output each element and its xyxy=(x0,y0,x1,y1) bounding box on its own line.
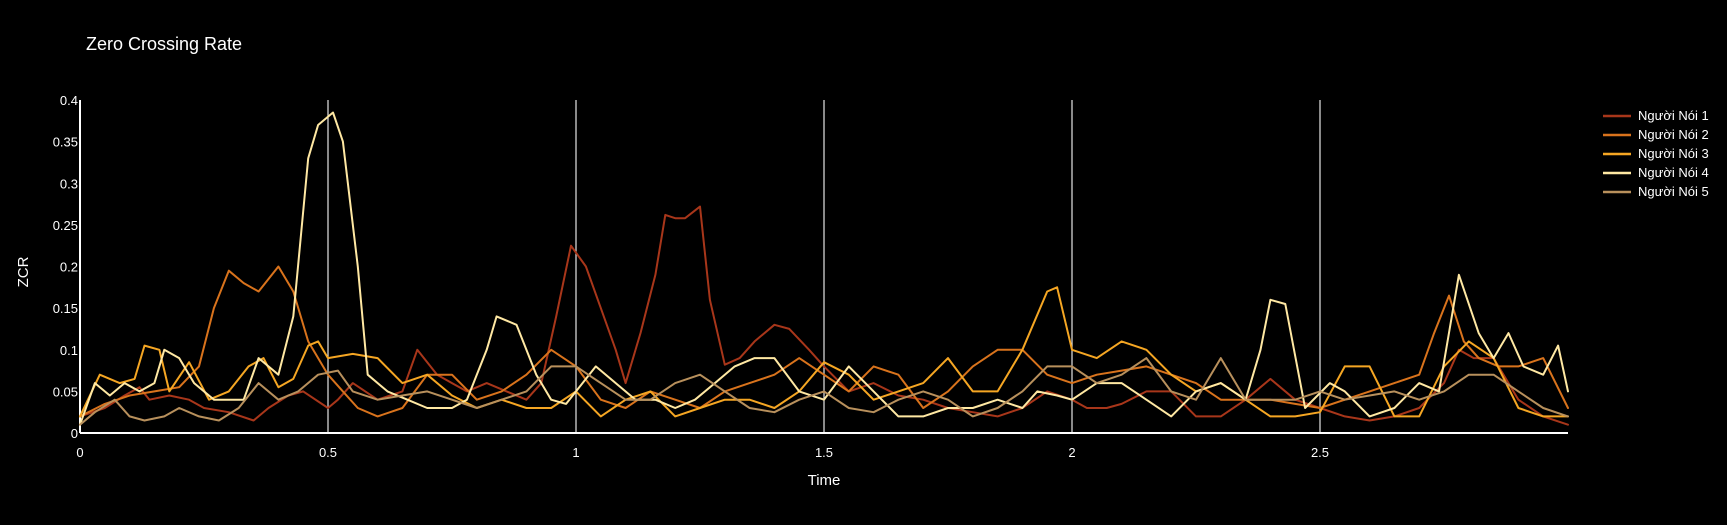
legend-label: Người Nói 3 xyxy=(1638,146,1709,161)
y-tick-label: 0.3 xyxy=(60,176,78,191)
legend[interactable]: Người Nói 1 Người Nói 2 Người Nói 3 Người N… xyxy=(1603,108,1709,199)
x-tick-label: 2.5 xyxy=(1311,445,1329,460)
legend-label: Người Nói 2 xyxy=(1638,127,1709,142)
grid-lines xyxy=(327,100,1321,433)
y-tick-label: 0 xyxy=(71,426,78,441)
legend-item-5[interactable]: Người Nói 5 xyxy=(1603,184,1709,199)
y-tick-label: 0.35 xyxy=(53,135,78,150)
legend-label: Người Nói 1 xyxy=(1638,108,1709,123)
x-axis: 0 0.5 1 1.5 2 2.5 xyxy=(76,432,1568,460)
y-tick-label: 0.15 xyxy=(53,301,78,316)
series-line-3 xyxy=(79,286,1569,418)
legend-item-4[interactable]: Người Nói 4 xyxy=(1603,165,1709,180)
legend-label: Người Nói 5 xyxy=(1638,184,1709,199)
y-axis-title: ZCR xyxy=(15,256,32,287)
y-tick-label: 0.25 xyxy=(53,218,78,233)
legend-item-1[interactable]: Người Nói 1 xyxy=(1603,108,1709,123)
x-tick-label: 0 xyxy=(76,445,83,460)
legend-item-2[interactable]: Người Nói 2 xyxy=(1603,127,1709,142)
y-tick-label: 0.1 xyxy=(60,343,78,358)
chart-title: Zero Crossing Rate xyxy=(86,34,242,54)
y-tick-label: 0.05 xyxy=(53,384,78,399)
legend-label: Người Nói 4 xyxy=(1638,165,1709,180)
y-tick-label: 0.2 xyxy=(60,260,78,275)
y-tick-label: 0.4 xyxy=(60,93,78,108)
x-axis-title: Time xyxy=(808,472,841,489)
series-line-2 xyxy=(79,265,1569,418)
x-tick-label: 1.5 xyxy=(815,445,833,460)
x-tick-label: 1 xyxy=(572,445,579,460)
x-tick-label: 2 xyxy=(1068,445,1075,460)
series-line-5 xyxy=(79,357,1569,426)
legend-item-3[interactable]: Người Nói 3 xyxy=(1603,146,1709,161)
series-line-1 xyxy=(79,205,1569,426)
x-tick-label: 0.5 xyxy=(319,445,337,460)
series-lines xyxy=(79,111,1569,426)
y-axis: 0 0.05 0.1 0.15 0.2 0.25 0.3 0.35 0.4 xyxy=(53,93,81,441)
